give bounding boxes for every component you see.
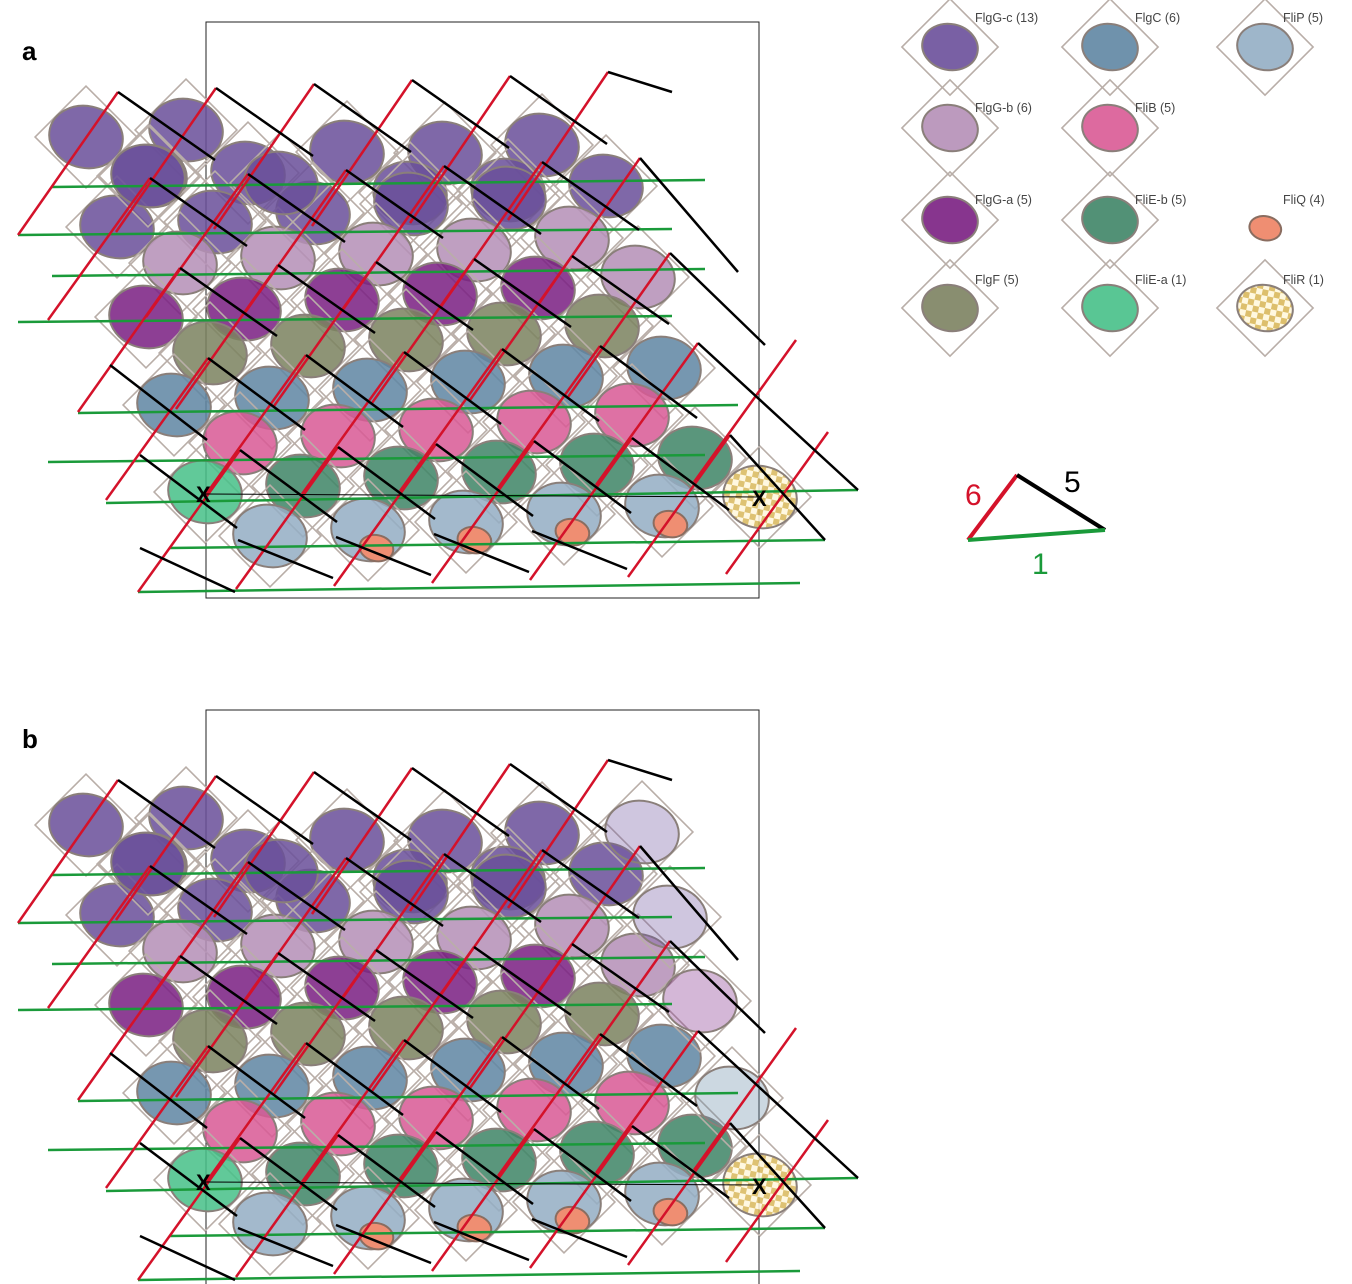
panel-b-letter: b (22, 724, 38, 754)
subunit-flgg-c (228, 818, 334, 924)
legend-label: FlgG-b (6) (975, 101, 1032, 115)
helix-key-1-line (967, 528, 1106, 542)
seam-marker-left: X (196, 482, 211, 507)
seam-marker-right: X (752, 486, 767, 511)
legend-label: FlgF (5) (975, 273, 1019, 287)
subunit-flip (217, 483, 323, 589)
legend-item-flgf: FlgF (5) (900, 258, 1019, 358)
legend-item-fliq: FliQ (4) (1248, 193, 1325, 242)
legend-label: FliE-b (5) (1135, 193, 1186, 207)
subunit-flie-a (152, 439, 258, 545)
legend: FlgG-c (13) FlgC (6) FliP (5) FlgG-b (6) Fli… (900, 0, 1325, 358)
helix-key-5-line (1015, 473, 1107, 532)
subunit-flgg-c (589, 779, 695, 885)
subunit-flip (511, 1149, 617, 1255)
subunit-flie-b (544, 1100, 650, 1206)
legend-item-flip: FliP (5) (1215, 0, 1323, 97)
helix-key-5-label: 5 (1064, 466, 1081, 499)
panel-a-frame (205, 21, 760, 599)
subunit-flgg-c (294, 787, 400, 893)
helix-key: 6 5 1 (965, 466, 1107, 581)
legend-label: FliE-a (1) (1135, 273, 1186, 287)
seam-marker-right: X (752, 1174, 767, 1199)
subunit-flgg-c (64, 174, 170, 280)
legend-item-flie-a: FliE-a (1) (1060, 258, 1186, 358)
legend-label: FliR (1) (1283, 273, 1324, 287)
legend-label: FliP (5) (1283, 11, 1323, 25)
legend-item-flib: FliB (5) (1060, 78, 1175, 178)
legend-item-flgg-a: FlgG-a (5) (900, 170, 1032, 270)
seam-marker-left: X (196, 1170, 211, 1195)
panel-b-frame (205, 709, 760, 1284)
lattice-lines (16, 70, 859, 594)
subunit-flgg-a (647, 948, 753, 1054)
legend-item-flie-b: FliE-b (5) (1060, 170, 1186, 270)
subunit-flip (511, 461, 617, 567)
legend-label: FlgG-a (5) (975, 193, 1032, 207)
lattice-lines (16, 758, 859, 1282)
legend-label: FliB (5) (1135, 101, 1175, 115)
legend-item-flir: FliR (1) (1215, 258, 1324, 358)
legend-item-flgg-b: FlgG-b (6) (900, 78, 1032, 178)
subunit-flip (217, 1171, 323, 1277)
helix-key-6-line (966, 473, 1019, 542)
panel-a-letter: a (22, 36, 37, 66)
helix-key-6-label: 6 (965, 479, 982, 512)
legend-label: FliQ (4) (1283, 193, 1325, 207)
legend-label: FlgC (6) (1135, 11, 1180, 25)
legend-item-flgg-c: FlgG-c (13) (900, 0, 1038, 97)
legend-label: FlgG-c (13) (975, 11, 1038, 25)
legend-item-flgc: FlgC (6) (1060, 0, 1180, 97)
helix-key-1-label: 1 (1032, 548, 1049, 581)
